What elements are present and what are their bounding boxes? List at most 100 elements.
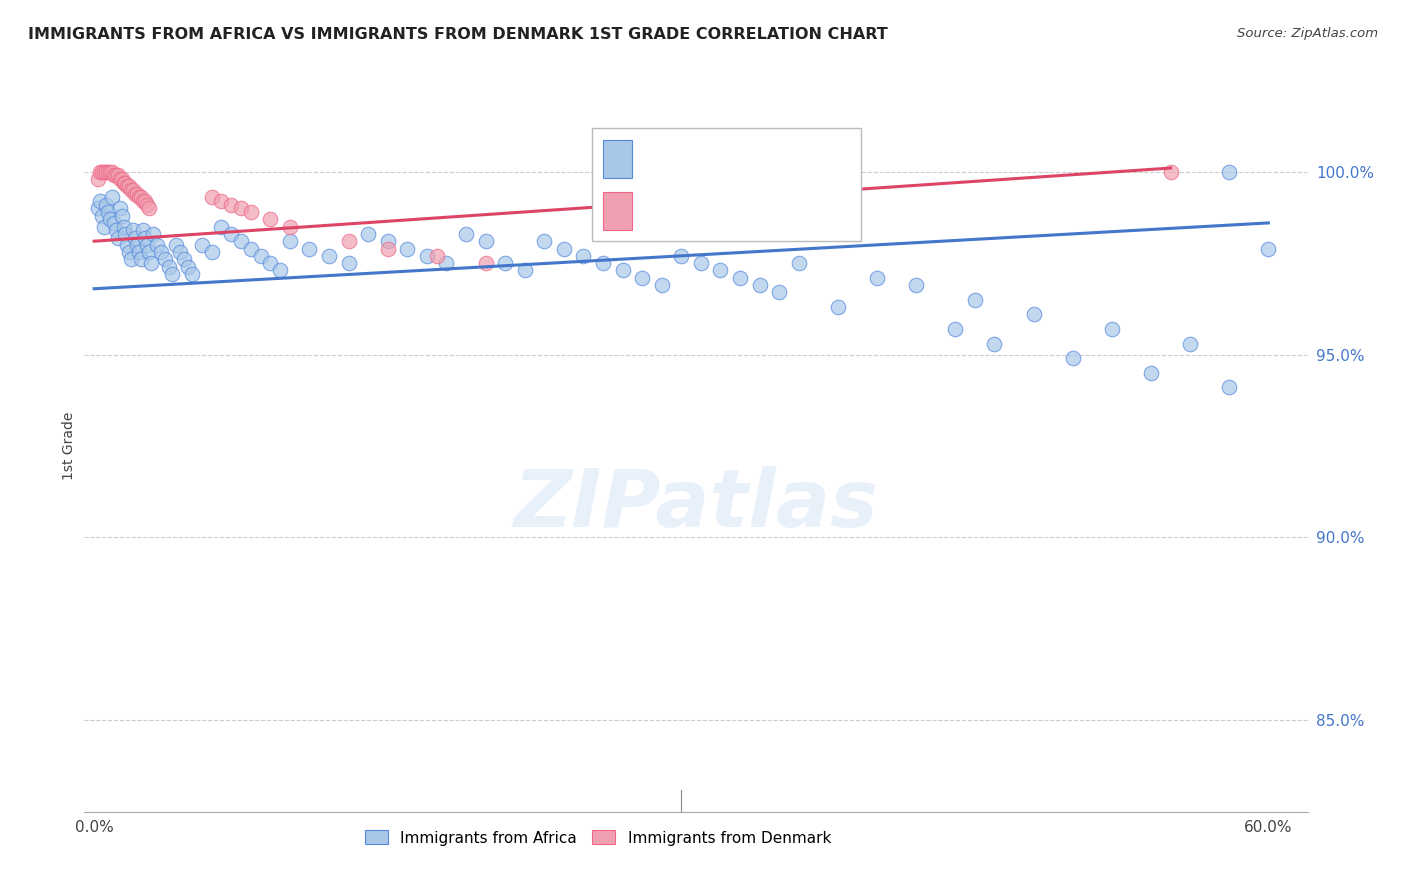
Point (1218, 380, 1240, 394)
Point (866, 270, 889, 285)
Point (454, 227, 477, 241)
Point (318, 249, 340, 263)
Point (87, 172, 110, 186)
Point (122, 183, 145, 197)
Point (169, 245, 191, 260)
Point (278, 219, 301, 234)
Point (132, 223, 155, 237)
Point (377, 242, 399, 256)
Point (416, 249, 439, 263)
Point (748, 278, 770, 293)
Point (98, 164, 121, 178)
Point (104, 223, 127, 237)
Point (298, 242, 321, 256)
Point (89, 164, 111, 178)
Point (132, 194, 155, 208)
Point (134, 230, 156, 244)
Point (572, 249, 595, 263)
Point (671, 249, 693, 263)
Point (728, 270, 751, 285)
Point (124, 230, 146, 244)
Point (87, 202, 110, 216)
Point (259, 212, 281, 227)
Point (357, 227, 380, 241)
Point (474, 234, 496, 248)
Point (689, 256, 711, 270)
Point (426, 249, 449, 263)
Point (612, 263, 634, 277)
Text: Source: ZipAtlas.com: Source: ZipAtlas.com (1237, 27, 1378, 40)
Text: ZIPatlas: ZIPatlas (513, 466, 879, 543)
Point (91, 209, 114, 223)
Point (138, 245, 160, 260)
Point (219, 227, 242, 241)
Point (1160, 164, 1182, 178)
Point (181, 267, 204, 281)
Point (120, 252, 142, 267)
Point (93, 164, 115, 178)
Point (118, 179, 141, 194)
Point (108, 172, 131, 186)
Point (153, 252, 176, 267)
Point (377, 234, 399, 248)
Point (110, 172, 132, 186)
Point (94, 197, 117, 211)
Point (209, 219, 232, 234)
Point (114, 227, 136, 241)
Point (149, 245, 172, 260)
Point (103, 216, 125, 230)
Point (107, 230, 129, 244)
Point (229, 202, 252, 216)
Point (249, 249, 271, 263)
Point (209, 194, 232, 208)
Point (239, 242, 262, 256)
Point (943, 322, 966, 336)
Point (97, 164, 120, 178)
Point (173, 252, 195, 267)
Point (134, 194, 156, 208)
Point (162, 267, 184, 281)
Point (142, 227, 165, 241)
Point (631, 270, 654, 285)
Point (337, 256, 360, 270)
Point (93, 219, 115, 234)
Point (110, 209, 132, 223)
Point (128, 245, 150, 260)
Point (120, 183, 142, 197)
Point (278, 234, 301, 248)
Point (112, 219, 135, 234)
Point (709, 263, 731, 277)
Point (963, 293, 986, 307)
Point (768, 285, 790, 300)
Point (177, 260, 200, 274)
Point (97, 205, 120, 219)
Point (100, 190, 122, 204)
Point (494, 256, 516, 270)
Point (229, 234, 252, 248)
Point (1062, 351, 1084, 366)
Point (146, 238, 169, 252)
Point (91, 164, 114, 178)
Point (127, 238, 149, 252)
Point (983, 336, 1005, 351)
Point (513, 263, 536, 277)
Point (905, 278, 928, 293)
Point (1101, 322, 1123, 336)
Point (129, 252, 152, 267)
Point (165, 238, 187, 252)
Point (1178, 336, 1201, 351)
Point (136, 238, 159, 252)
Y-axis label: 1st Grade: 1st Grade (62, 412, 76, 480)
Legend: Immigrants from Africa, Immigrants from Denmark: Immigrants from Africa, Immigrants from … (359, 824, 837, 852)
Point (1218, 164, 1240, 178)
Point (474, 256, 496, 270)
Point (1140, 366, 1163, 380)
Point (200, 245, 222, 260)
Point (436, 256, 458, 270)
Point (136, 197, 159, 211)
Point (396, 242, 419, 256)
Point (592, 256, 614, 270)
Point (114, 176, 136, 190)
Point (94, 164, 117, 178)
Text: IMMIGRANTS FROM AFRICA VS IMMIGRANTS FROM DENMARK 1ST GRADE CORRELATION CHART: IMMIGRANTS FROM AFRICA VS IMMIGRANTS FRO… (28, 27, 887, 42)
